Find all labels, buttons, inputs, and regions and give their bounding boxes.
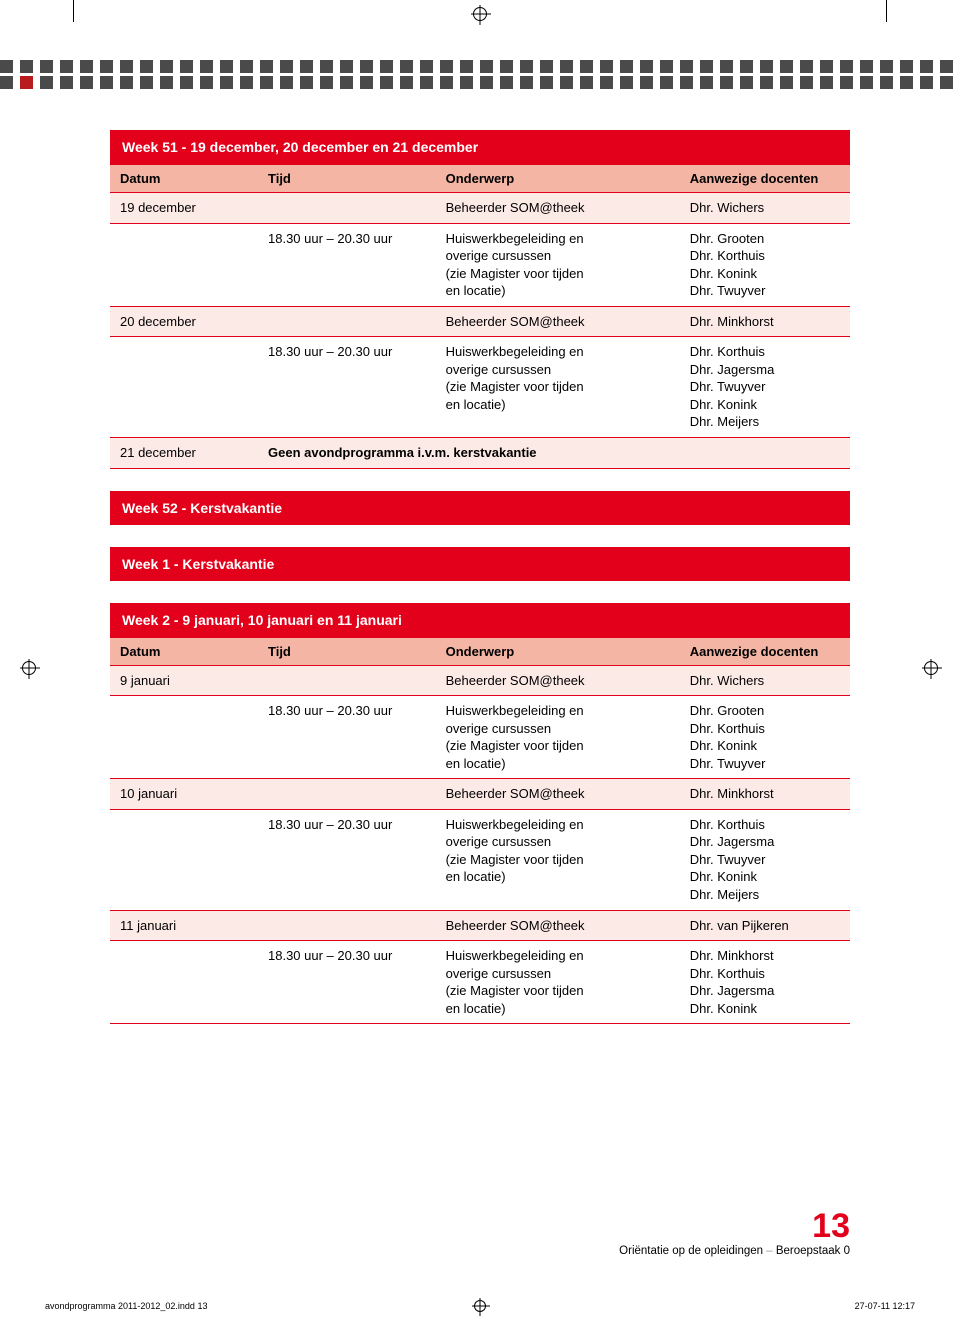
column-header: Aanwezige docenten [680, 637, 850, 665]
column-header: Datum [110, 637, 258, 665]
footer-text-b: Beroepstaak 0 [776, 1245, 850, 1257]
registration-mark-icon [924, 661, 938, 675]
print-info-bar: avondprogramma 2011-2012_02.indd 13 27-0… [45, 1301, 915, 1311]
footer-sep: – [763, 1245, 776, 1257]
table-row: 18.30 uur – 20.30 uurHuiswerkbegeleiding… [110, 223, 850, 306]
banner-week1: Week 1 - Kerstvakantie [110, 547, 850, 581]
page-footer: 13 Oriëntatie op de opleidingen – Beroep… [619, 1209, 850, 1257]
table-row: 18.30 uur – 20.30 uurHuiswerkbegeleiding… [110, 337, 850, 438]
column-header: Datum [110, 165, 258, 193]
registration-mark-icon [473, 7, 487, 21]
table-title: Week 51 - 19 december, 20 december en 21… [110, 130, 850, 165]
decorative-pattern-row [0, 76, 960, 89]
page-number: 13 [619, 1209, 850, 1243]
page-content: Week 51 - 19 december, 20 december en 21… [110, 130, 850, 1046]
table-row: 9 januariBeheerder SOM@theekDhr. Wichers [110, 665, 850, 696]
decorative-pattern-row [0, 60, 960, 73]
print-timestamp: 27-07-11 12:17 [855, 1301, 915, 1311]
column-header: Tijd [258, 165, 436, 193]
footer-text: Oriëntatie op de opleidingen – Beroepsta… [619, 1245, 850, 1257]
table-row: 19 decemberBeheerder SOM@theekDhr. Wiche… [110, 193, 850, 224]
table-title: Week 2 - 9 januari, 10 januari en 11 jan… [110, 603, 850, 638]
column-header: Onderwerp [436, 165, 680, 193]
table-row: 18.30 uur – 20.30 uurHuiswerkbegeleiding… [110, 809, 850, 910]
table-row: 11 januariBeheerder SOM@theekDhr. van Pi… [110, 910, 850, 941]
table-row: 20 decemberBeheerder SOM@theekDhr. Minkh… [110, 306, 850, 337]
crop-mark [73, 0, 74, 22]
table-row: 18.30 uur – 20.30 uurHuiswerkbegeleiding… [110, 941, 850, 1024]
banner-week52: Week 52 - Kerstvakantie [110, 491, 850, 525]
crop-mark [886, 0, 887, 22]
table-row: 10 januariBeheerder SOM@theekDhr. Minkho… [110, 779, 850, 810]
schedule-table-week51: Week 51 - 19 december, 20 december en 21… [110, 130, 850, 469]
column-header: Aanwezige docenten [680, 165, 850, 193]
table-row: 18.30 uur – 20.30 uurHuiswerkbegeleiding… [110, 696, 850, 779]
schedule-table-week2: Week 2 - 9 januari, 10 januari en 11 jan… [110, 603, 850, 1025]
column-header: Onderwerp [436, 637, 680, 665]
registration-mark-icon [22, 661, 36, 675]
print-file-name: avondprogramma 2011-2012_02.indd 13 [45, 1301, 207, 1311]
registration-mark-icon [474, 1300, 486, 1312]
column-header: Tijd [258, 637, 436, 665]
footer-text-a: Oriëntatie op de opleidingen [619, 1245, 763, 1257]
table-row: 21 decemberGeen avondprogramma i.v.m. ke… [110, 438, 850, 469]
